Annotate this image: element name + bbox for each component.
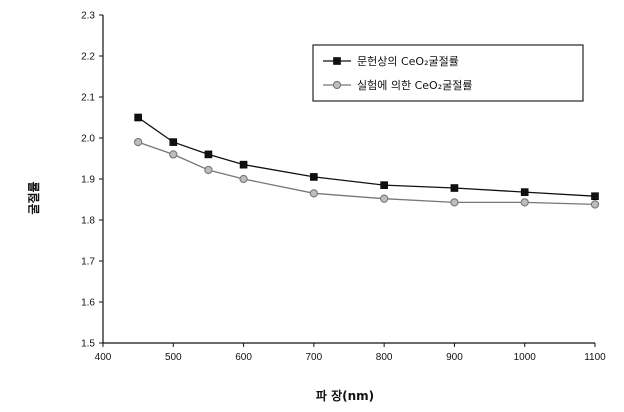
- y-tick-label: 1.7: [81, 257, 95, 268]
- data-point: [169, 138, 178, 146]
- data-point: [169, 150, 178, 159]
- data-point: [239, 174, 248, 184]
- axes-group: 400 500 600 700 800 900 1000 1100 1.5 1.6 1.7 1.8 1.…: [81, 11, 606, 364]
- y-tick-label: 2.3: [81, 11, 95, 22]
- y-tick-label: 1.8: [81, 216, 95, 227]
- x-tick-label: 400: [95, 352, 112, 363]
- y-tick-label: 2.2: [81, 52, 95, 63]
- x-tick-label: 500: [165, 352, 182, 363]
- x-tick-label: 600: [235, 352, 252, 363]
- data-point: [450, 198, 459, 207]
- data-point: [591, 192, 599, 201]
- data-point: [590, 200, 600, 209]
- x-tick-label: 700: [306, 352, 323, 363]
- data-point: [204, 150, 213, 159]
- data-point: [520, 198, 529, 207]
- y-tick-label: 2.1: [81, 93, 95, 104]
- x-tick-label: 900: [446, 352, 463, 363]
- series-group: [133, 113, 600, 209]
- data-point: [379, 194, 389, 203]
- x-tick-label: 1000: [514, 352, 537, 363]
- legend-label: 실험에 의한 CeO₂굴절률: [357, 79, 472, 92]
- data-point: [520, 188, 529, 196]
- y-tick-label: 1.5: [81, 339, 95, 350]
- data-point: [204, 165, 213, 175]
- y-tick-label: 1.6: [81, 298, 95, 309]
- data-point: [380, 181, 388, 189]
- legend-label: 문헌상의 CeO₂굴절률: [357, 55, 459, 68]
- legend-box: [312, 44, 584, 102]
- y-axis-title: 굴절률: [27, 181, 41, 214]
- data-point: [310, 173, 318, 181]
- legend-marker: [332, 80, 342, 90]
- x-tick-label: 1100: [584, 352, 606, 363]
- legend-marker: [333, 57, 341, 65]
- data-point: [239, 160, 248, 169]
- data-point: [134, 113, 142, 122]
- y-tick-label: 2.0: [81, 134, 95, 145]
- data-point: [309, 189, 319, 198]
- y-tick-label: 1.9: [81, 175, 95, 186]
- data-point: [450, 184, 459, 192]
- data-point: [133, 137, 143, 147]
- x-tick-label: 800: [376, 352, 393, 363]
- x-axis-title: 파 장(nm): [316, 388, 374, 403]
